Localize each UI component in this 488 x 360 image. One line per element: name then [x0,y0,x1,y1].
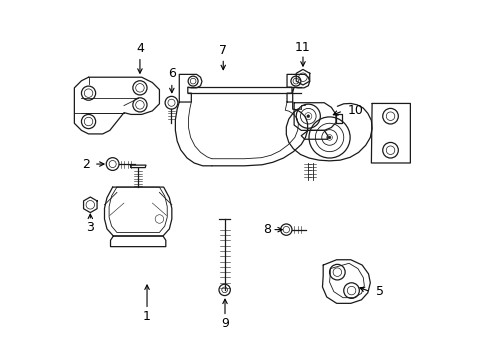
Text: 9: 9 [221,317,228,330]
Text: 1: 1 [143,310,151,323]
Circle shape [306,115,309,118]
Text: 2: 2 [82,158,90,171]
Text: 11: 11 [294,41,310,54]
Text: 8: 8 [263,223,270,236]
Text: 6: 6 [167,67,175,80]
Text: 5: 5 [375,285,383,298]
Text: 4: 4 [136,42,143,55]
Text: 7: 7 [219,44,227,57]
Circle shape [327,136,330,139]
Text: 10: 10 [346,104,363,117]
Text: 3: 3 [86,221,94,234]
